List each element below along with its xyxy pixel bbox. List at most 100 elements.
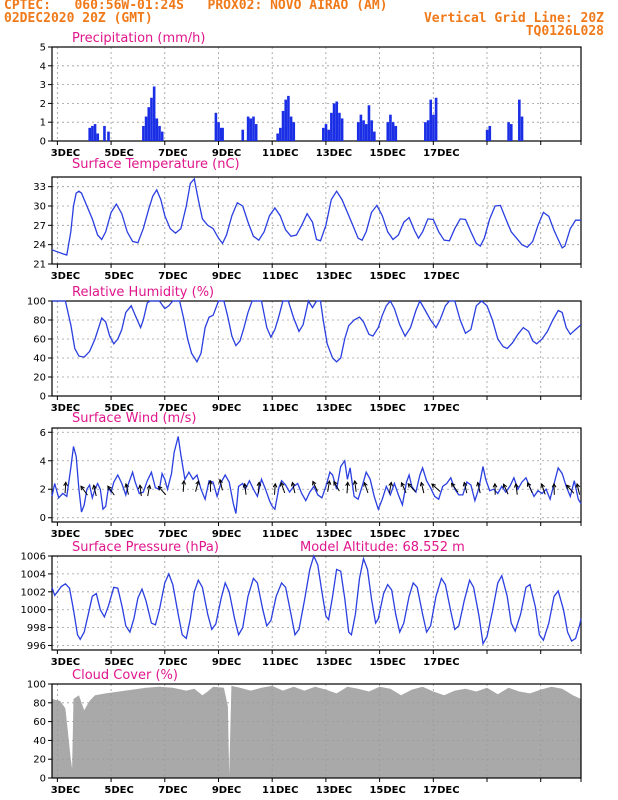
header-date: 02DEC2020 20Z (GMT): [4, 11, 153, 26]
series-line: [52, 299, 582, 364]
wind-vector-head: [363, 481, 368, 487]
wind-vector-shaft: [312, 481, 318, 492]
humidity-title: Relative Humidity (%): [72, 285, 214, 300]
precip-bar: [332, 103, 336, 141]
wind-title: Surface Wind (m/s): [72, 411, 196, 426]
x-date-label: 9DEC: [212, 785, 241, 796]
wind-vector: [272, 482, 278, 495]
wind-vector: [326, 479, 332, 492]
wind-vector-shaft: [64, 482, 67, 494]
x-date-label: 17DEC: [423, 271, 459, 282]
pressure-title: Surface Pressure (hPa): [72, 540, 219, 555]
wind-vector-shaft: [257, 482, 260, 494]
precip-bar: [144, 116, 148, 141]
precip-bar: [281, 110, 285, 141]
wind-vector-head: [181, 479, 187, 485]
wind-vector: [502, 483, 509, 495]
precip-bar: [93, 124, 97, 141]
wind-vector-shaft: [273, 483, 276, 495]
wind-vector-shaft: [327, 480, 331, 492]
precip-bar: [520, 116, 524, 141]
panel-frame: [51, 555, 582, 651]
x-date-label: 11DEC: [262, 403, 298, 414]
y-tick-label: 20: [33, 373, 46, 384]
precip-bar: [160, 131, 164, 141]
precip-bar: [284, 99, 288, 141]
precip-bar: [367, 105, 371, 141]
y-tick-label: 1000: [21, 605, 46, 616]
precip-bar: [150, 97, 153, 141]
wind-vector-shaft: [280, 482, 286, 494]
precip-bar: [373, 131, 376, 141]
series-line: [51, 554, 582, 646]
y-tick-label: 0: [40, 392, 46, 403]
wind-vector-head: [526, 481, 532, 487]
x-date-label: 7DEC: [158, 529, 187, 540]
precip-bar: [241, 129, 245, 141]
precip-bar: [249, 118, 253, 141]
wind-vector-shaft: [158, 486, 167, 496]
cloud-cover-area: [52, 685, 581, 778]
wind-vector: [476, 481, 481, 494]
wind-vector-shaft: [363, 482, 369, 494]
x-date-label: 13DEC: [316, 403, 352, 414]
wind-vector-shaft: [401, 482, 407, 494]
precip-bar: [432, 114, 435, 141]
wind-vector: [363, 481, 369, 494]
x-date-label: 3DEC: [51, 403, 80, 414]
x-date-label: 13DEC: [316, 529, 352, 540]
precip-bar: [359, 114, 363, 141]
wind-vector-head: [492, 482, 498, 488]
precip-bar: [338, 112, 341, 141]
wind-vector-head: [107, 485, 112, 491]
wind-vector-head: [195, 480, 200, 486]
wind-vector: [513, 482, 519, 495]
x-date-label: 5DEC: [104, 148, 133, 159]
precip-bar: [434, 97, 438, 141]
precip-bar: [289, 116, 293, 141]
y-tick-label: 24: [33, 240, 46, 251]
model-altitude-label: Model Altitude: 68.552 m: [300, 540, 465, 555]
wind-vector-head: [279, 481, 285, 487]
precip-bar: [152, 86, 156, 141]
x-date-label: 15DEC: [369, 785, 405, 796]
precip-bar: [488, 125, 492, 141]
wind-vector: [107, 485, 115, 496]
x-date-label: 5DEC: [104, 271, 133, 282]
precipitation-title: Precipitation (mm/h): [72, 31, 205, 46]
precipitation-panel: 0 1 2 3 4 5 3DEC 5DEC 7DEC 9DEC 11DEC 13DEC 15DEC 17D…: [40, 31, 582, 159]
x-date-label: 15DEC: [369, 271, 405, 282]
precip-bar: [394, 125, 398, 141]
x-date-label: 3DEC: [51, 529, 80, 540]
wind-vector-shaft: [333, 481, 340, 492]
x-date-label: 11DEC: [262, 529, 298, 540]
wind-vector-head: [513, 482, 519, 488]
wind-vector-shaft: [576, 483, 581, 495]
humidity-panel: 0 20 40 60 80 100 3DEC 5DEC 7DEC 9DEC 11DEC 13DEC 15…: [27, 285, 582, 414]
wind-vector-head: [208, 479, 213, 485]
precip-bar: [322, 127, 325, 141]
precip-bar: [386, 122, 390, 141]
wind-vector: [208, 479, 213, 492]
cloud-cover-panel: 0 20 40 60 80 100 3DEC 5DEC 7DEC 9DEC 11DEC 13DEC 15…: [27, 668, 582, 796]
header-model-id: TQ0126L028: [525, 24, 604, 39]
wind-vector-head: [540, 483, 545, 489]
x-date-label: 15DEC: [369, 403, 405, 414]
precip-bar: [219, 127, 223, 141]
y-tick-label: 5: [40, 43, 46, 54]
y-tick-label: 40: [33, 354, 46, 365]
wind-vector-head: [565, 484, 571, 490]
wind-vector-shaft: [431, 483, 441, 492]
wind-vector: [218, 478, 223, 491]
x-date-label: 11DEC: [262, 657, 298, 668]
precip-bar: [429, 99, 433, 141]
wind-vector-head: [388, 481, 394, 487]
wind-vector: [312, 480, 318, 492]
precip-bar: [107, 131, 110, 141]
precip-bar: [88, 127, 91, 141]
precip-bar: [254, 124, 258, 141]
wind-vector: [181, 479, 187, 492]
y-tick-label: 0: [40, 774, 46, 785]
x-date-label: 17DEC: [423, 148, 459, 159]
wind-vector-shaft: [388, 482, 392, 494]
